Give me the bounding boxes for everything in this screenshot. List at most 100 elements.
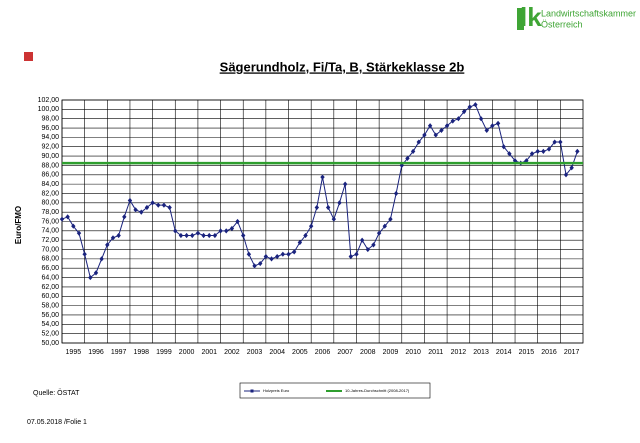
point — [122, 214, 127, 220]
point — [218, 228, 223, 234]
y-tick-label: 96,00 — [41, 125, 59, 132]
y-tick-label: 56,00 — [41, 312, 59, 319]
y-tick-label: 64,00 — [41, 274, 59, 281]
x-tick-label: 2007 — [337, 349, 353, 356]
point — [65, 214, 70, 220]
point — [93, 270, 99, 276]
point — [88, 274, 93, 281]
y-tick-label: 90,00 — [41, 153, 59, 160]
point — [501, 144, 506, 150]
point — [263, 253, 269, 260]
point — [325, 204, 331, 211]
point — [444, 123, 450, 129]
y-tick-label: 52,00 — [41, 330, 59, 337]
y-tick-label: 68,00 — [41, 256, 59, 263]
point — [478, 116, 484, 122]
point — [365, 246, 371, 253]
point — [382, 223, 387, 229]
point — [541, 148, 546, 155]
x-tick-label: 2001 — [201, 349, 217, 356]
point — [393, 190, 399, 197]
point — [190, 232, 195, 239]
y-tick-label: 92,00 — [41, 144, 59, 151]
x-tick-label: 2012 — [451, 349, 467, 356]
point — [246, 251, 252, 257]
point — [235, 218, 240, 225]
point — [286, 251, 291, 257]
x-tick-label: 1995 — [66, 349, 82, 356]
point — [274, 253, 280, 260]
point — [359, 237, 365, 243]
point — [105, 242, 110, 248]
y-tick-label: 84,00 — [41, 181, 59, 188]
point — [178, 232, 184, 239]
y-tick-label: 100,00 — [38, 106, 60, 113]
point — [297, 239, 303, 246]
point — [342, 181, 348, 187]
x-tick-label: 2005 — [292, 349, 308, 356]
x-tick-label: 2008 — [360, 349, 376, 356]
point — [201, 232, 206, 239]
x-tick-label: 2010 — [405, 349, 421, 356]
y-tick-label: 62,00 — [41, 284, 59, 291]
legend-label: 10-Jahres-Durchschnitt (2008-2017) — [345, 388, 410, 393]
point — [507, 151, 512, 157]
point — [569, 165, 574, 171]
point — [388, 216, 393, 222]
point — [207, 232, 212, 239]
point — [308, 223, 314, 229]
x-tick-label: 2003 — [247, 349, 263, 356]
point — [450, 118, 455, 124]
x-tick-label: 2000 — [179, 349, 195, 356]
logo-text: Österreich — [541, 19, 583, 29]
source: Quelle: ÖSTAT — [33, 389, 80, 397]
point — [59, 216, 65, 222]
point — [291, 249, 297, 255]
point — [495, 120, 501, 126]
y-tick-label: 66,00 — [41, 265, 59, 272]
point — [184, 232, 189, 239]
point — [535, 148, 540, 155]
y-tick-label: 72,00 — [41, 237, 59, 244]
point — [376, 230, 382, 236]
point — [416, 139, 421, 145]
point — [552, 139, 557, 145]
y-tick-label: 102,00 — [38, 97, 60, 104]
point — [280, 251, 286, 257]
icon — [24, 52, 33, 61]
chart-title: Sägerundholz, Fi/Ta, B, Stärkeklasse 2b — [220, 59, 465, 74]
point — [371, 242, 376, 248]
point — [144, 204, 150, 211]
y-tick-label: 50,00 — [41, 340, 59, 347]
y-tick-label: 80,00 — [41, 200, 59, 207]
point — [439, 127, 444, 133]
point — [546, 146, 552, 152]
point — [563, 172, 569, 178]
point — [490, 123, 495, 129]
point — [139, 209, 144, 215]
point — [156, 202, 161, 208]
point — [161, 202, 167, 208]
y-axis-label: Euro/FMO — [14, 206, 23, 244]
y-tick-label: 94,00 — [41, 134, 59, 141]
y-tick-label: 98,00 — [41, 116, 59, 123]
y-tick-label: 74,00 — [41, 228, 59, 235]
x-tick-label: 2013 — [473, 349, 489, 356]
point — [524, 158, 529, 164]
x-tick-label: 2016 — [541, 349, 557, 356]
x-tick-label: 2015 — [519, 349, 535, 356]
point — [269, 256, 274, 262]
point — [558, 139, 563, 145]
point — [99, 256, 104, 262]
y-tick-label: 54,00 — [41, 321, 59, 328]
y-tick-label: 88,00 — [41, 162, 59, 169]
point — [405, 155, 410, 162]
point — [484, 127, 489, 133]
point — [167, 204, 172, 211]
point — [258, 260, 263, 267]
logo-text: Landwirtschaftskammer — [541, 8, 636, 18]
x-tick-label: 1996 — [88, 349, 104, 356]
point — [173, 228, 178, 234]
footer: 07.05.2018 /Folie 1 — [27, 419, 87, 426]
